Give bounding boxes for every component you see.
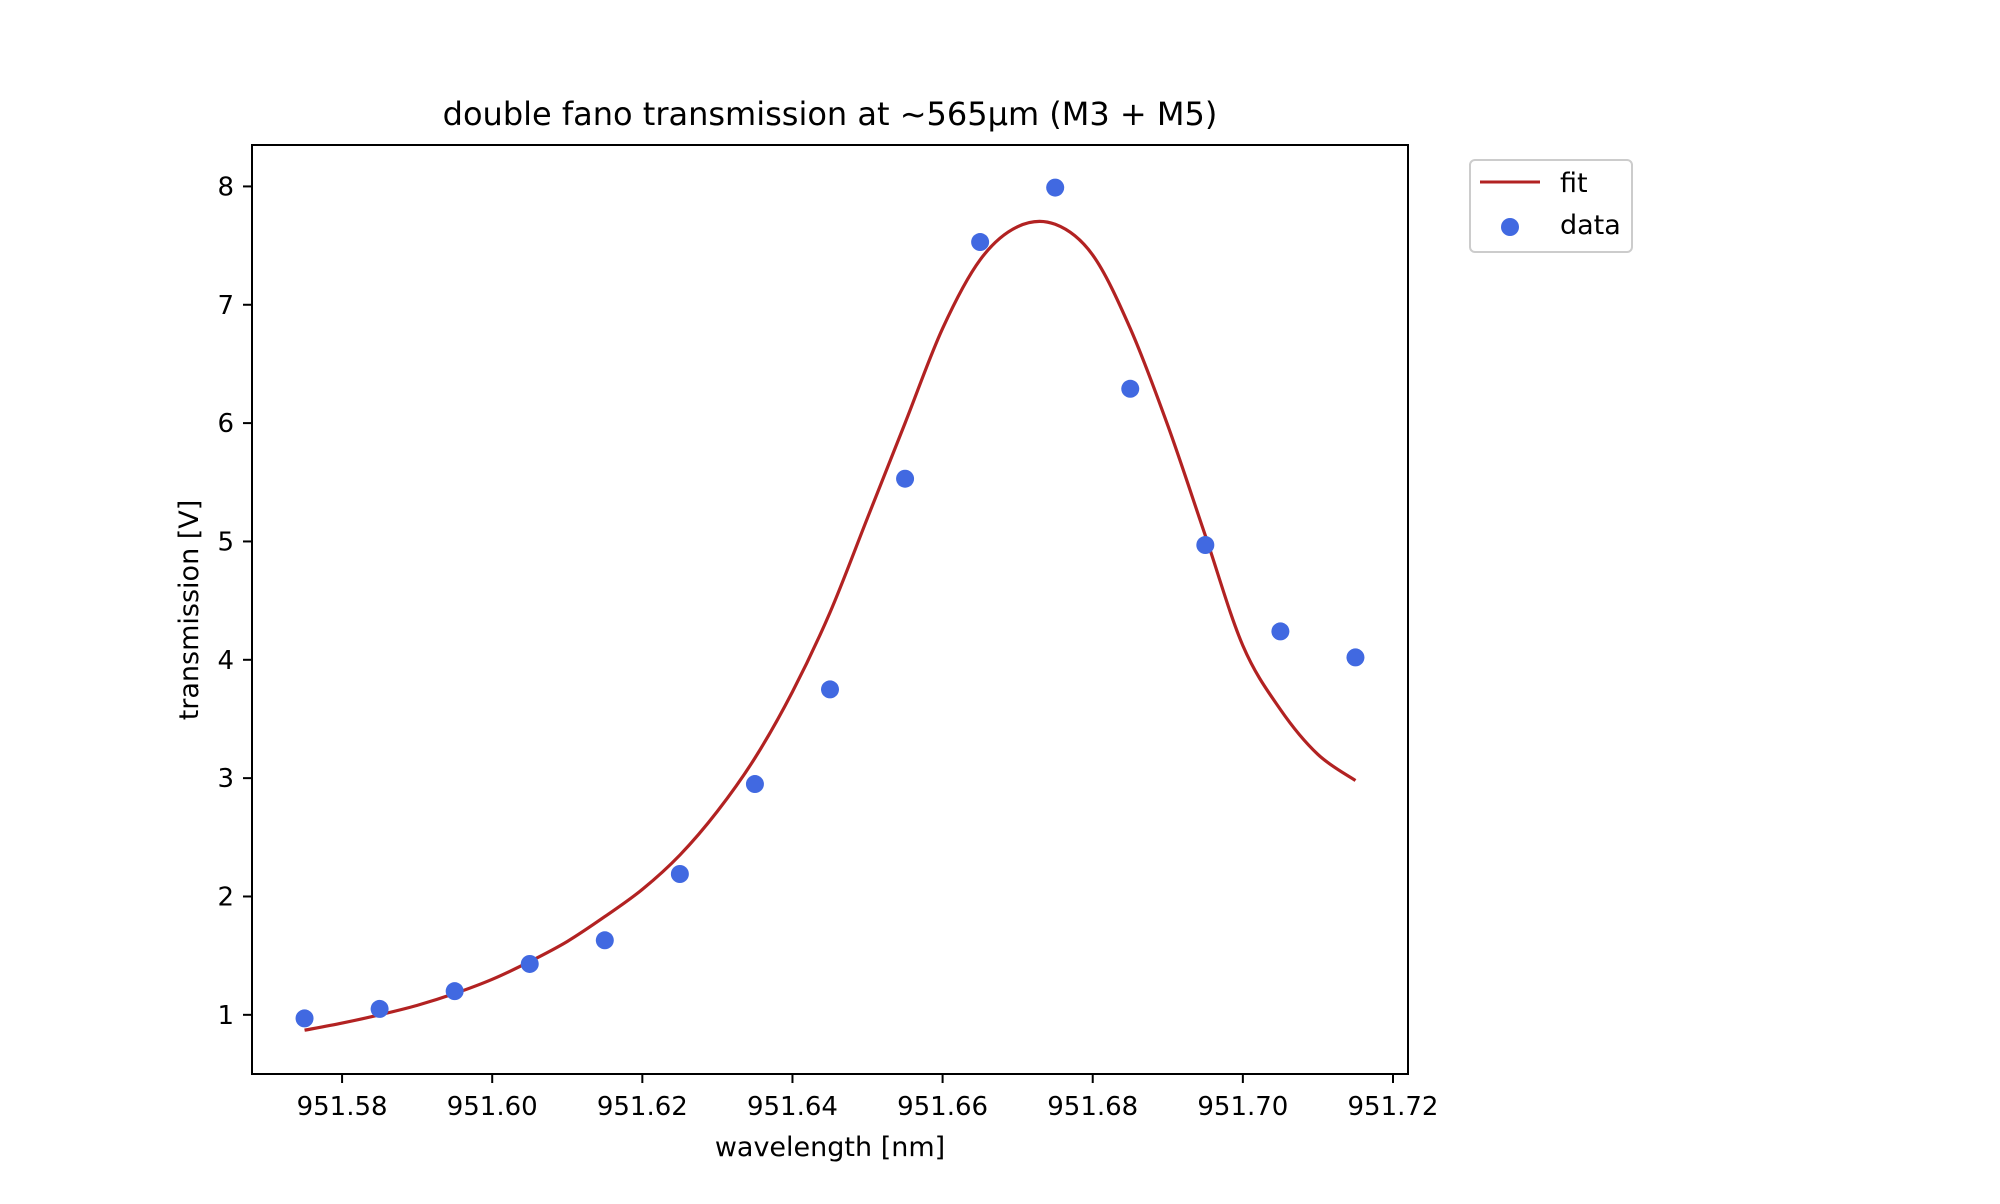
x-tick-label: 951.72 xyxy=(1347,1092,1438,1122)
data-point xyxy=(971,233,990,252)
data-point xyxy=(445,982,464,1001)
data-point xyxy=(1046,178,1065,197)
x-tick-label: 951.70 xyxy=(1197,1092,1288,1122)
x-tick-label: 951.62 xyxy=(597,1092,688,1122)
data-point xyxy=(670,864,689,883)
data-point xyxy=(745,775,764,794)
y-tick-label: 3 xyxy=(217,764,234,794)
data-point xyxy=(1121,379,1140,398)
y-tick-label: 4 xyxy=(217,646,234,676)
data-point xyxy=(821,680,839,699)
data-point xyxy=(1271,622,1290,641)
y-axis-label: transmission [V] xyxy=(174,500,205,721)
legend-data-swatch xyxy=(1501,218,1519,236)
x-axis-label: wavelength [nm] xyxy=(715,1132,945,1163)
legend-data-label: data xyxy=(1560,210,1621,241)
data-point xyxy=(520,954,539,973)
y-axis-ticks: 1 2 3 4 5 6 7 8 xyxy=(217,172,252,1031)
series-layer xyxy=(295,178,1365,1032)
chart-title: double fano transmission at ~565µm (M3 +… xyxy=(443,95,1218,133)
y-tick-label: 5 xyxy=(217,527,234,557)
x-axis-ticks: 951.58 951.60 951.62 951.64 951.66 951.68 951.… xyxy=(297,1074,1438,1122)
data-point xyxy=(1346,648,1365,667)
data-point xyxy=(295,1009,314,1028)
y-tick-label: 6 xyxy=(217,409,234,439)
data-point xyxy=(1196,536,1215,555)
data-point xyxy=(370,999,389,1018)
x-tick-label: 951.68 xyxy=(1047,1092,1138,1122)
fit-line xyxy=(304,219,1357,1032)
data-point xyxy=(896,469,915,488)
y-tick-label: 7 xyxy=(217,291,234,321)
legend-fit-label: fit xyxy=(1560,168,1588,199)
y-tick-label: 8 xyxy=(217,172,234,202)
x-tick-label: 951.58 xyxy=(297,1092,388,1122)
y-tick-label: 1 xyxy=(217,1001,234,1031)
x-tick-label: 951.60 xyxy=(447,1092,538,1122)
x-tick-label: 951.64 xyxy=(747,1092,838,1122)
x-tick-label: 951.66 xyxy=(897,1092,988,1122)
y-tick-label: 2 xyxy=(217,882,234,912)
plot-area-frame xyxy=(251,144,1409,1075)
legend: fit data xyxy=(1469,159,1633,253)
data-point xyxy=(595,931,614,950)
